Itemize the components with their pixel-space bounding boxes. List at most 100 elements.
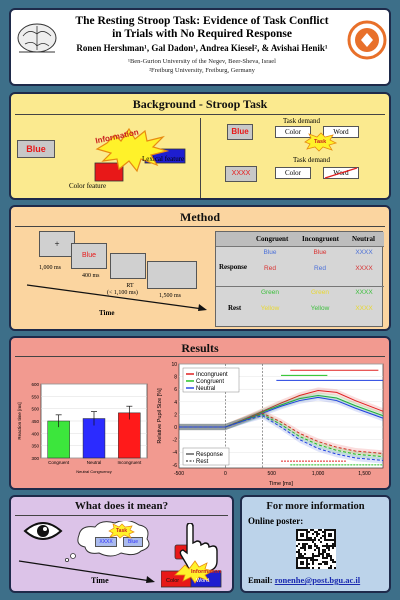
qr-module	[310, 539, 312, 541]
legend-box-bottom	[182, 447, 230, 466]
qr-module	[308, 567, 310, 569]
qr-module	[310, 545, 312, 547]
info-title: For more information	[266, 501, 365, 512]
rt-label: RT	[115, 283, 145, 289]
qr-module	[316, 545, 318, 547]
time-arrow-icon	[26, 284, 207, 311]
qr-module	[304, 549, 306, 551]
bar-category-label: Neutral	[87, 460, 102, 465]
qr-module	[318, 547, 320, 549]
table-cell: Red	[264, 265, 276, 272]
qr-module	[318, 555, 320, 557]
line-ytick-label: 2	[174, 412, 177, 418]
qr-module	[316, 535, 318, 537]
qr-module	[328, 549, 330, 551]
table-cell: XXXX	[355, 249, 373, 256]
bar-ytick-label: 550	[31, 394, 39, 399]
affiliations: ¹Ben-Gurion University of the Negev, Bee…	[61, 57, 343, 75]
strike-line-icon	[324, 167, 358, 179]
stroop-word-box: Blue	[17, 140, 55, 158]
meaning-title: What does it mean?	[74, 500, 169, 512]
stroop-word-box-2: Blue	[227, 124, 253, 140]
qr-module	[326, 553, 328, 555]
qr-module	[318, 539, 320, 541]
qr-module	[332, 561, 334, 563]
qr-module	[312, 555, 314, 557]
background-title: Background - Stroop Task	[132, 97, 268, 111]
qr-module	[326, 557, 328, 559]
table-cell: Blue	[313, 249, 327, 256]
information-burst	[95, 127, 170, 173]
qr-module	[308, 563, 310, 565]
brain-logo-icon	[17, 23, 57, 53]
qr-module	[308, 537, 310, 539]
line-xtick-label: 1,500	[358, 471, 371, 477]
qr-module	[308, 539, 310, 541]
series-neutral-rest	[179, 415, 384, 461]
qr-code-icon[interactable]	[296, 529, 336, 569]
background-panel: Background - Stroop Task Blue Informatio…	[9, 92, 391, 200]
qr-module	[318, 549, 320, 551]
qr-module	[334, 561, 336, 563]
table-cell: Green	[260, 289, 280, 296]
qr-module	[326, 545, 328, 547]
qr-module	[322, 535, 324, 537]
color-box-2: Color	[275, 167, 311, 179]
t2-label: 400 ms	[82, 273, 100, 279]
qr-module	[330, 567, 332, 569]
qr-module	[306, 543, 308, 545]
qr-module	[330, 555, 332, 557]
table-cell: Yellow	[260, 305, 280, 312]
qr-module	[312, 559, 314, 561]
qr-module	[314, 549, 316, 551]
email-line: Email: ronenhe@post.bgu.ac.il	[248, 575, 360, 585]
qr-module	[334, 543, 336, 545]
meaning-xxxx-box: XXXX	[95, 537, 117, 547]
line-xtick-label: -500	[174, 471, 184, 477]
qr-module	[322, 553, 324, 555]
time-label: Time	[99, 309, 115, 317]
qr-module	[300, 553, 302, 555]
email-link[interactable]: ronenhe@post.bgu.ac.il	[274, 575, 361, 585]
qr-finder	[296, 557, 308, 569]
col-header-incongruent: Incongruent	[302, 235, 339, 243]
line-ytick-label: -6	[173, 463, 178, 469]
meaning-time-label: Time	[91, 576, 109, 585]
bar-ytick-label: 450	[31, 419, 39, 424]
legend-label: Incongruent	[196, 372, 228, 378]
qr-module	[334, 545, 336, 547]
qr-module	[316, 531, 318, 533]
qr-module	[316, 555, 318, 557]
qr-module	[312, 539, 314, 541]
bar-ylabel: Reaction time [ms]	[17, 402, 22, 439]
qr-module	[314, 539, 316, 541]
task-demand-label-2: Task demand	[293, 156, 331, 164]
qr-module	[320, 553, 322, 555]
qr-module	[300, 555, 302, 557]
title-line-1: The Resting Stroop Task: Evidence of Tas…	[75, 15, 329, 27]
qr-module	[324, 551, 326, 553]
rt-bar-chart: 300 350 400 450 500 550 600 Congruent Neutral Inc…	[17, 382, 148, 474]
legend-label: Neutral	[196, 386, 215, 392]
col-header-neutral: Neutral	[352, 235, 375, 243]
qr-module	[322, 545, 324, 547]
qr-module	[326, 555, 328, 557]
series-band	[179, 410, 383, 457]
line-xtick-label: 1,000	[312, 471, 325, 477]
qr-module	[326, 543, 328, 545]
fixation-screen: +	[39, 231, 75, 257]
qr-module	[330, 565, 332, 567]
table-cell: XXXX	[355, 305, 373, 312]
qr-module	[318, 551, 320, 553]
qr-module	[324, 549, 326, 551]
task-burst-icon	[304, 132, 337, 152]
line-ytick-label: 6	[174, 387, 177, 393]
qr-module	[308, 531, 310, 533]
line-ytick-label: -2	[173, 438, 178, 444]
qr-module	[302, 545, 304, 547]
qr-module	[328, 555, 330, 557]
table-cell: Red	[314, 265, 326, 272]
line-ylabel: Relative Pupil Size [%]	[157, 388, 163, 444]
qr-module	[310, 557, 312, 559]
